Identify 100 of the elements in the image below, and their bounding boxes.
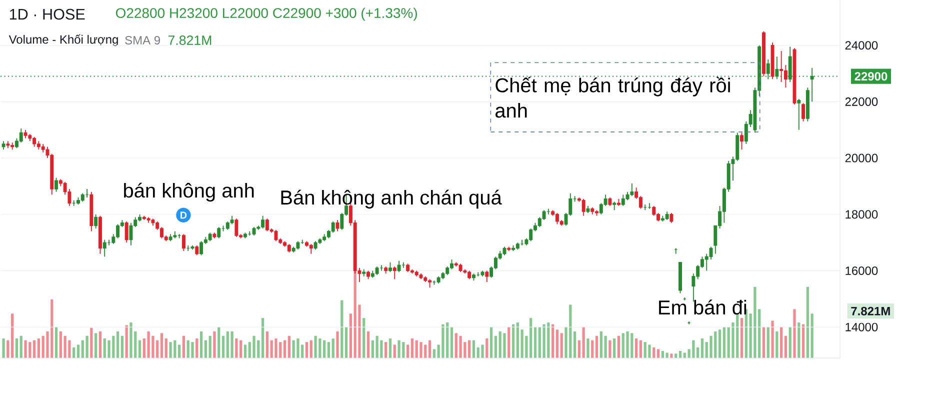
bar [244,344,247,358]
bar [771,320,774,358]
bar [336,331,339,358]
y-tick-label: 20000 [845,154,878,162]
bar [542,324,546,358]
bar [108,340,110,358]
annotation: 7.821M [168,36,212,45]
bar [164,338,168,358]
candlestick [102,239,106,258]
bar [266,331,269,358]
bar [252,336,256,358]
text: 7.821M [851,306,890,316]
bar [332,338,334,358]
candlestick [784,64,788,88]
annotation: bán không anh [124,182,254,202]
bar [274,338,278,358]
bar [718,330,722,358]
candlestick [129,222,133,246]
bar [806,286,810,358]
annotation: D [180,212,187,219]
bar [656,349,660,358]
bar [512,324,515,358]
bar [639,340,642,358]
bar [366,331,370,358]
bar [503,333,506,358]
bar [98,331,102,358]
candlestick [200,240,204,256]
candlestick [638,196,642,210]
chart-title: 1D · HOSE [10,8,85,20]
bar [178,344,181,358]
bar [766,326,770,358]
annotation: Em bán đi [659,300,746,315]
bar [573,331,576,358]
candlestick [182,234,186,252]
y-tick-label: 22000 [845,97,878,106]
bar [204,340,207,358]
bar [450,326,454,358]
bar [802,324,805,358]
candlestick [766,58,770,80]
bar [560,333,563,358]
bar [191,342,194,358]
candlestick [397,260,401,273]
candlestick [19,128,23,143]
candlestick [797,98,801,130]
bar [169,342,172,358]
bar [608,340,612,358]
bar [230,331,234,358]
candlestick [195,244,199,256]
bar [700,338,704,358]
bar [20,336,22,358]
bar [490,326,493,358]
candlestick [392,266,396,280]
bar [494,336,498,358]
bar [90,328,93,358]
ref-line-label: 22900 [854,72,888,81]
candlestick [709,246,713,260]
bar [182,336,186,358]
bar [710,336,712,358]
chart-title: Volume - Khối lượng [8,34,118,46]
bar [780,326,783,358]
bar [54,326,58,358]
candlestick [670,212,674,224]
bar [327,342,330,358]
bar [586,338,590,358]
bar [420,342,422,358]
bar [793,309,796,358]
bar [130,322,132,358]
bar [283,340,286,358]
bar [634,338,638,358]
candlestick [388,262,392,273]
bar [125,325,128,358]
bar [398,340,400,358]
text: O22800 H23200 L22000 C22900 +300 (+1.33%) [116,8,417,21]
candlestick [54,177,58,192]
bar [138,340,142,358]
bar [432,349,436,358]
bar [595,336,598,358]
bar [261,318,264,358]
bar [213,331,216,358]
bar [406,344,410,358]
bar [613,338,616,358]
bar [410,338,414,358]
bar [508,326,510,358]
bar [160,333,164,358]
bar [481,344,484,358]
bar [556,330,559,358]
bar [776,331,778,358]
candlestick [485,270,489,282]
bar [648,344,651,358]
bar [388,338,392,358]
bar [486,338,488,358]
y-tick-label: 24000 [845,41,878,50]
bar [32,340,36,358]
candlestick [124,220,128,244]
bar [362,318,366,358]
bar [340,300,344,358]
bar [591,340,594,358]
y-tick-label: 16000 [846,266,878,275]
bar [798,322,800,358]
bar [200,331,203,358]
